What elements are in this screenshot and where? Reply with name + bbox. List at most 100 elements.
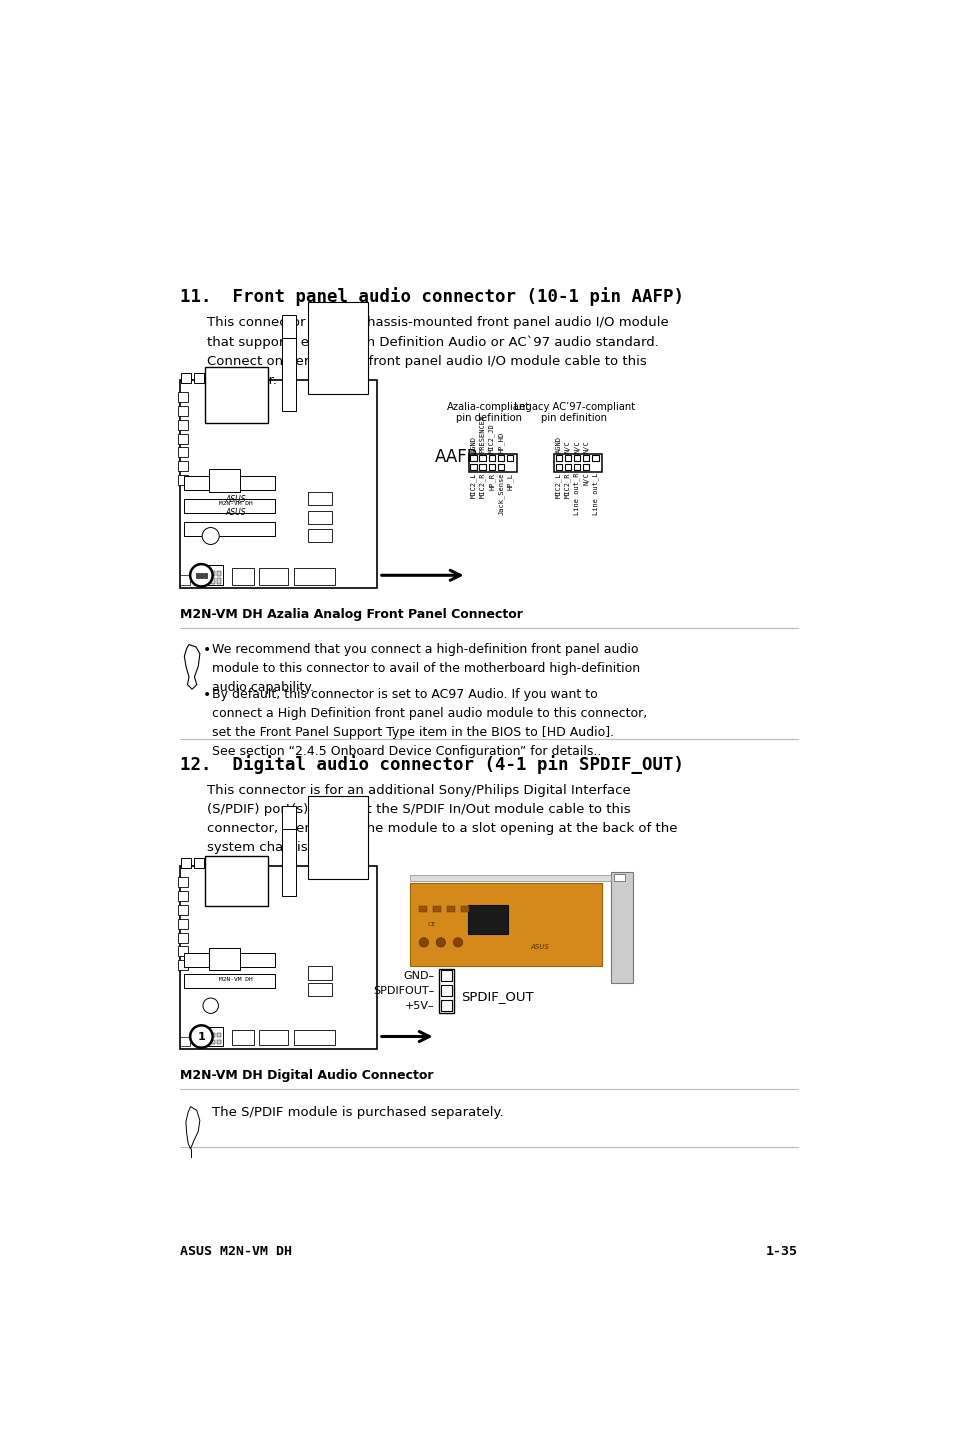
Bar bbox=[207, 372, 215, 383]
Polygon shape bbox=[184, 644, 199, 689]
Bar bbox=[307, 797, 368, 880]
Bar bbox=[307, 302, 368, 394]
Text: The S/PDIF module is purchased separately.: The S/PDIF module is purchased separatel… bbox=[212, 1106, 503, 1119]
Bar bbox=[307, 510, 332, 523]
Bar bbox=[179, 381, 377, 588]
Bar bbox=[410, 874, 611, 881]
Text: AAFP: AAFP bbox=[435, 449, 477, 466]
Bar bbox=[282, 338, 295, 411]
Text: N/C: N/C bbox=[582, 440, 589, 453]
Bar bbox=[564, 454, 571, 462]
Text: M2N-VM DH: M2N-VM DH bbox=[218, 976, 253, 982]
Text: N/C: N/C bbox=[574, 440, 579, 453]
Bar bbox=[506, 454, 513, 462]
Bar bbox=[179, 866, 377, 1048]
Bar bbox=[206, 1040, 210, 1044]
Text: 11.  Front panel audio connector (10-1 pin AAFP): 11. Front panel audio connector (10-1 pi… bbox=[179, 286, 683, 305]
Text: ASUS M2N-VM DH: ASUS M2N-VM DH bbox=[179, 1245, 292, 1258]
Bar bbox=[180, 575, 190, 585]
Bar bbox=[178, 933, 188, 942]
Bar bbox=[212, 1032, 215, 1037]
Bar bbox=[193, 565, 223, 585]
Text: ASUS: ASUS bbox=[225, 495, 246, 505]
Bar bbox=[193, 858, 204, 869]
Bar bbox=[178, 434, 188, 443]
Text: GND–: GND– bbox=[403, 971, 435, 981]
Bar bbox=[199, 572, 203, 578]
Text: We recommend that you connect a high-definition front panel audio
module to this: We recommend that you connect a high-def… bbox=[212, 643, 639, 695]
Bar bbox=[178, 462, 188, 472]
Bar bbox=[233, 568, 253, 584]
Bar bbox=[440, 1001, 452, 1011]
Circle shape bbox=[418, 938, 428, 948]
Bar bbox=[178, 393, 188, 403]
Bar bbox=[497, 454, 503, 462]
Bar bbox=[178, 892, 188, 902]
Bar bbox=[282, 805, 295, 873]
Text: This connector is for an additional Sony/Philips Digital Interface
(S/PDIF) port: This connector is for an additional Sony… bbox=[207, 784, 677, 854]
Bar bbox=[470, 464, 476, 470]
Bar bbox=[555, 454, 561, 462]
Bar bbox=[212, 571, 215, 577]
Text: MIC2_R: MIC2_R bbox=[564, 473, 571, 498]
Text: HP_R: HP_R bbox=[488, 473, 495, 490]
Bar bbox=[178, 475, 188, 485]
Bar bbox=[258, 568, 288, 584]
Text: SPDIFOUT–: SPDIFOUT– bbox=[373, 985, 435, 995]
Bar bbox=[479, 454, 485, 462]
Bar bbox=[206, 571, 210, 577]
Bar bbox=[216, 571, 220, 577]
Bar bbox=[438, 969, 454, 1012]
Bar bbox=[440, 971, 452, 981]
Bar bbox=[178, 420, 188, 430]
Bar bbox=[195, 572, 199, 578]
Bar bbox=[488, 464, 495, 470]
Text: •: • bbox=[203, 643, 211, 657]
Bar bbox=[447, 906, 455, 912]
Text: +5V–: +5V– bbox=[405, 1001, 435, 1011]
Bar bbox=[216, 1032, 220, 1037]
Text: N/C: N/C bbox=[582, 473, 589, 486]
Circle shape bbox=[436, 938, 445, 948]
Bar bbox=[574, 454, 579, 462]
Text: HP_L: HP_L bbox=[506, 473, 513, 490]
Bar bbox=[497, 464, 503, 470]
Bar bbox=[307, 529, 332, 542]
Text: M2N-VM DH Azalia Analog Front Panel Connector: M2N-VM DH Azalia Analog Front Panel Conn… bbox=[179, 608, 522, 621]
Text: Azalia-compliant: Azalia-compliant bbox=[447, 403, 530, 413]
Polygon shape bbox=[186, 1107, 199, 1149]
Circle shape bbox=[203, 998, 218, 1014]
Bar bbox=[440, 985, 452, 997]
Bar bbox=[178, 919, 188, 929]
Bar bbox=[488, 454, 495, 462]
Bar bbox=[178, 447, 188, 457]
Bar bbox=[181, 372, 192, 383]
Bar bbox=[181, 858, 192, 869]
Text: Legacy AC’97-compliant: Legacy AC’97-compliant bbox=[513, 403, 634, 413]
Bar bbox=[216, 578, 220, 584]
Bar bbox=[206, 578, 210, 584]
Text: ASUS: ASUS bbox=[530, 945, 549, 951]
Bar bbox=[200, 1040, 204, 1044]
Bar bbox=[611, 873, 633, 982]
Bar bbox=[469, 454, 517, 472]
Bar bbox=[195, 571, 199, 577]
Bar bbox=[460, 906, 468, 912]
Bar bbox=[307, 492, 332, 505]
Bar bbox=[180, 1037, 190, 1045]
Bar bbox=[204, 856, 268, 906]
Bar bbox=[614, 874, 624, 881]
Bar bbox=[554, 454, 601, 472]
Bar bbox=[178, 406, 188, 416]
Circle shape bbox=[190, 1025, 213, 1048]
Bar bbox=[233, 1030, 253, 1045]
Bar bbox=[209, 948, 240, 969]
Bar bbox=[418, 906, 427, 912]
Bar bbox=[183, 953, 274, 968]
Text: pin definition: pin definition bbox=[456, 413, 521, 423]
Bar bbox=[206, 1032, 210, 1037]
Text: M2N-VM DH: M2N-VM DH bbox=[218, 502, 253, 506]
Bar bbox=[216, 1040, 220, 1044]
Bar bbox=[294, 1030, 335, 1045]
Bar bbox=[193, 372, 204, 383]
